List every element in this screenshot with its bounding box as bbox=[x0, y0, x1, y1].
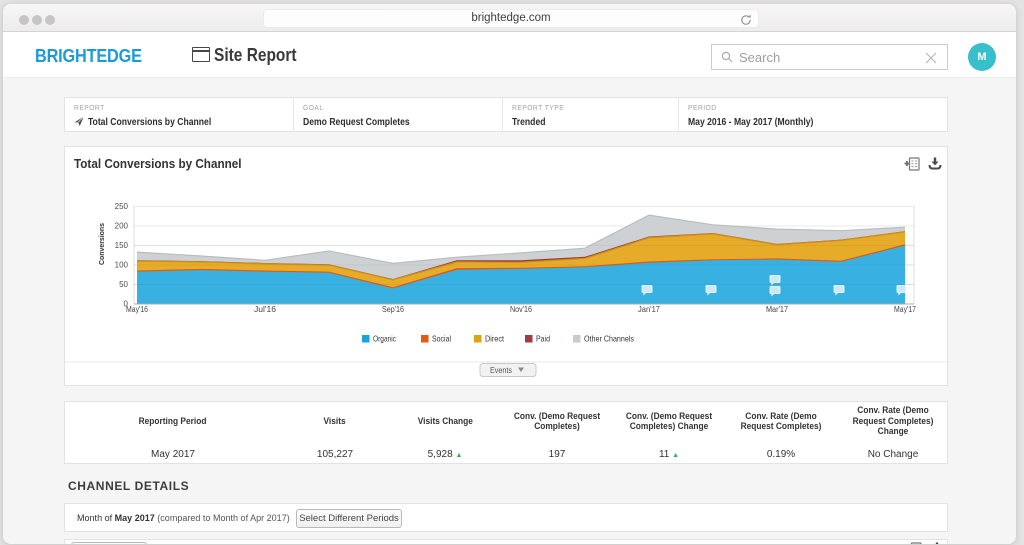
svg-text:200: 200 bbox=[115, 222, 129, 231]
svg-text:Events: Events bbox=[490, 366, 512, 375]
svg-text:Nov'16: Nov'16 bbox=[510, 305, 532, 314]
svg-text:Jan'17: Jan'17 bbox=[638, 305, 661, 314]
svg-text:May'16: May'16 bbox=[126, 305, 148, 314]
svg-text:May'17: May'17 bbox=[894, 305, 916, 314]
svg-text:Sep'16: Sep'16 bbox=[382, 305, 404, 314]
svg-text:Other Channels: Other Channels bbox=[584, 334, 634, 344]
svg-text:0: 0 bbox=[124, 300, 129, 309]
svg-text:Organic: Organic bbox=[373, 334, 397, 344]
svg-text:Conversions: Conversions bbox=[99, 223, 106, 265]
svg-text:Paid: Paid bbox=[536, 334, 550, 344]
svg-text:250: 250 bbox=[115, 202, 129, 211]
svg-text:Jul'16: Jul'16 bbox=[254, 305, 277, 314]
svg-text:Social: Social bbox=[432, 334, 451, 344]
svg-text:Mar'17: Mar'17 bbox=[766, 305, 789, 314]
svg-text:Direct: Direct bbox=[485, 334, 505, 344]
svg-text:50: 50 bbox=[119, 280, 128, 289]
svg-text:150: 150 bbox=[115, 241, 129, 250]
svg-text:100: 100 bbox=[115, 261, 129, 270]
